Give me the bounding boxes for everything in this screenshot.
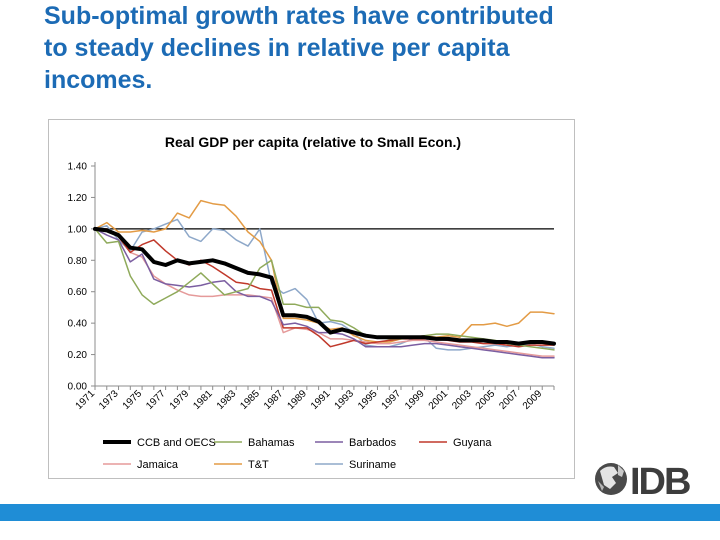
y-tick-label: 0.40 — [68, 319, 88, 330]
logo-text: IDB — [630, 461, 690, 499]
series-line-barbados — [94, 228, 555, 359]
x-tick-label: 2003 — [450, 388, 474, 412]
x-tick-label: 1977 — [144, 388, 168, 412]
globe-icon — [595, 463, 627, 495]
x-tick-label: 2005 — [474, 388, 498, 412]
x-tick-label: 1981 — [191, 388, 215, 412]
legend-label: Bahamas — [248, 437, 295, 449]
line-chart: Real GDP per capita (relative to Small E… — [68, 134, 556, 471]
slide-title: Sub-optimal growth rates have contribute… — [44, 0, 684, 96]
x-tick-label: 2007 — [497, 388, 521, 412]
series-line-guyana — [94, 228, 555, 348]
x-tick-label: 1975 — [121, 388, 145, 412]
bottom-bar — [0, 504, 720, 521]
legend-label: CCB and OECS — [137, 437, 216, 449]
y-tick-label: 1.40 — [68, 162, 88, 173]
y-tick-label: 0.20 — [68, 350, 88, 361]
series-line-t-t — [94, 199, 555, 343]
x-tick-label: 1997 — [380, 388, 404, 412]
x-tick-label: 2001 — [427, 388, 451, 412]
legend-label: Jamaica — [137, 459, 179, 471]
legend-label: T&T — [248, 459, 269, 471]
chart-frame: Real GDP per capita (relative to Small E… — [48, 119, 575, 479]
x-tick-label: 1983 — [215, 388, 239, 412]
legend-label: Suriname — [349, 459, 396, 471]
y-tick-label: 1.00 — [68, 224, 88, 235]
x-tick-label: 1979 — [168, 388, 192, 412]
x-tick-label: 1987 — [262, 388, 286, 412]
idb-logo: IDB — [595, 461, 692, 499]
slide-title-line-3: incomes. — [44, 66, 153, 94]
x-tick-label: 1993 — [333, 388, 357, 412]
x-tick-label: 1985 — [238, 388, 262, 412]
y-tick-label: 1.20 — [68, 193, 88, 204]
y-tick-label: 0.00 — [68, 382, 88, 393]
series-line-ccb-and-oecs — [93, 226, 556, 346]
legend-label: Barbados — [349, 437, 397, 449]
series-line-jamaica — [94, 228, 555, 357]
x-tick-label: 1991 — [309, 388, 333, 412]
legend-label: Guyana — [453, 437, 492, 449]
slide-title-line-1: Sub-optimal growth rates have contribute… — [44, 2, 554, 30]
series-lines — [93, 199, 556, 359]
slide-title-line-2: to steady declines in relative per capit… — [44, 34, 510, 62]
y-tick-label: 0.80 — [68, 256, 88, 267]
chart-legend: CCB and OECS Bahamas Barbados Guyana Jamaica… — [103, 437, 492, 471]
x-tick-label: 1999 — [403, 388, 427, 412]
x-tick-label: 1973 — [97, 388, 121, 412]
x-tick-label: 1995 — [356, 388, 380, 412]
chart-title: Real GDP per capita (relative to Small E… — [165, 134, 461, 150]
series-line-suriname — [94, 218, 555, 351]
x-tick-label: 2009 — [521, 388, 545, 412]
series-line-bahamas — [94, 228, 555, 351]
y-tick-label: 0.60 — [68, 287, 88, 298]
x-tick-label: 1989 — [285, 388, 309, 412]
